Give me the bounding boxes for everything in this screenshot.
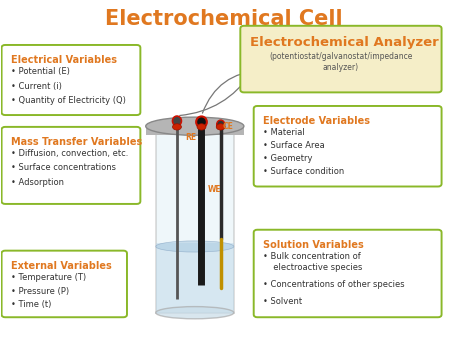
FancyBboxPatch shape (240, 26, 442, 92)
Text: Electrical Variables: Electrical Variables (11, 55, 117, 65)
Text: Electrochemical Cell: Electrochemical Cell (105, 9, 343, 29)
Text: • Solvent: • Solvent (263, 297, 302, 306)
FancyBboxPatch shape (254, 106, 442, 187)
Text: • Diffusion, convection, etc.: • Diffusion, convection, etc. (11, 149, 128, 158)
Text: WE: WE (208, 185, 222, 194)
Text: • Geometry: • Geometry (263, 154, 312, 163)
Text: External Variables: External Variables (11, 261, 112, 271)
Ellipse shape (216, 124, 225, 130)
Text: CE: CE (222, 122, 233, 131)
Text: electroactive species: electroactive species (268, 264, 363, 272)
Ellipse shape (156, 307, 234, 319)
Ellipse shape (173, 116, 182, 126)
Text: • Potential (E): • Potential (E) (11, 67, 70, 76)
Text: Mass Transfer Variables: Mass Transfer Variables (11, 137, 142, 147)
FancyBboxPatch shape (156, 243, 234, 313)
FancyBboxPatch shape (146, 126, 244, 135)
FancyBboxPatch shape (1, 251, 127, 317)
Text: Electrode Variables: Electrode Variables (263, 117, 370, 126)
FancyBboxPatch shape (1, 127, 140, 204)
Text: Solution Variables: Solution Variables (263, 240, 364, 250)
Text: • Concentrations of other species: • Concentrations of other species (263, 280, 405, 289)
Text: • Temperature (T): • Temperature (T) (11, 273, 86, 282)
Text: • Bulk concentration of: • Bulk concentration of (263, 252, 361, 261)
Text: • Surface Area: • Surface Area (263, 141, 325, 150)
Ellipse shape (173, 124, 182, 130)
Ellipse shape (217, 120, 225, 129)
Text: Electrochemical Analyzer: Electrochemical Analyzer (250, 36, 438, 49)
Text: • Time (t): • Time (t) (11, 301, 51, 309)
FancyBboxPatch shape (254, 230, 442, 317)
Text: (potentiostat/galvanostat/impedance
analyzer): (potentiostat/galvanostat/impedance anal… (269, 52, 413, 72)
FancyBboxPatch shape (156, 126, 234, 313)
Ellipse shape (156, 241, 234, 252)
Text: • Pressure (P): • Pressure (P) (11, 287, 69, 295)
Text: • Material: • Material (263, 128, 305, 137)
Ellipse shape (146, 117, 244, 135)
Text: • Surface condition: • Surface condition (263, 167, 344, 176)
Text: • Current (i): • Current (i) (11, 82, 62, 91)
Ellipse shape (197, 124, 206, 130)
Ellipse shape (196, 117, 207, 128)
FancyBboxPatch shape (1, 45, 140, 115)
Text: • Surface concentrations: • Surface concentrations (11, 163, 116, 173)
Text: RE: RE (185, 133, 196, 142)
Text: • Quantity of Electricity (Q): • Quantity of Electricity (Q) (11, 96, 126, 105)
Text: • Adsorption: • Adsorption (11, 178, 64, 187)
